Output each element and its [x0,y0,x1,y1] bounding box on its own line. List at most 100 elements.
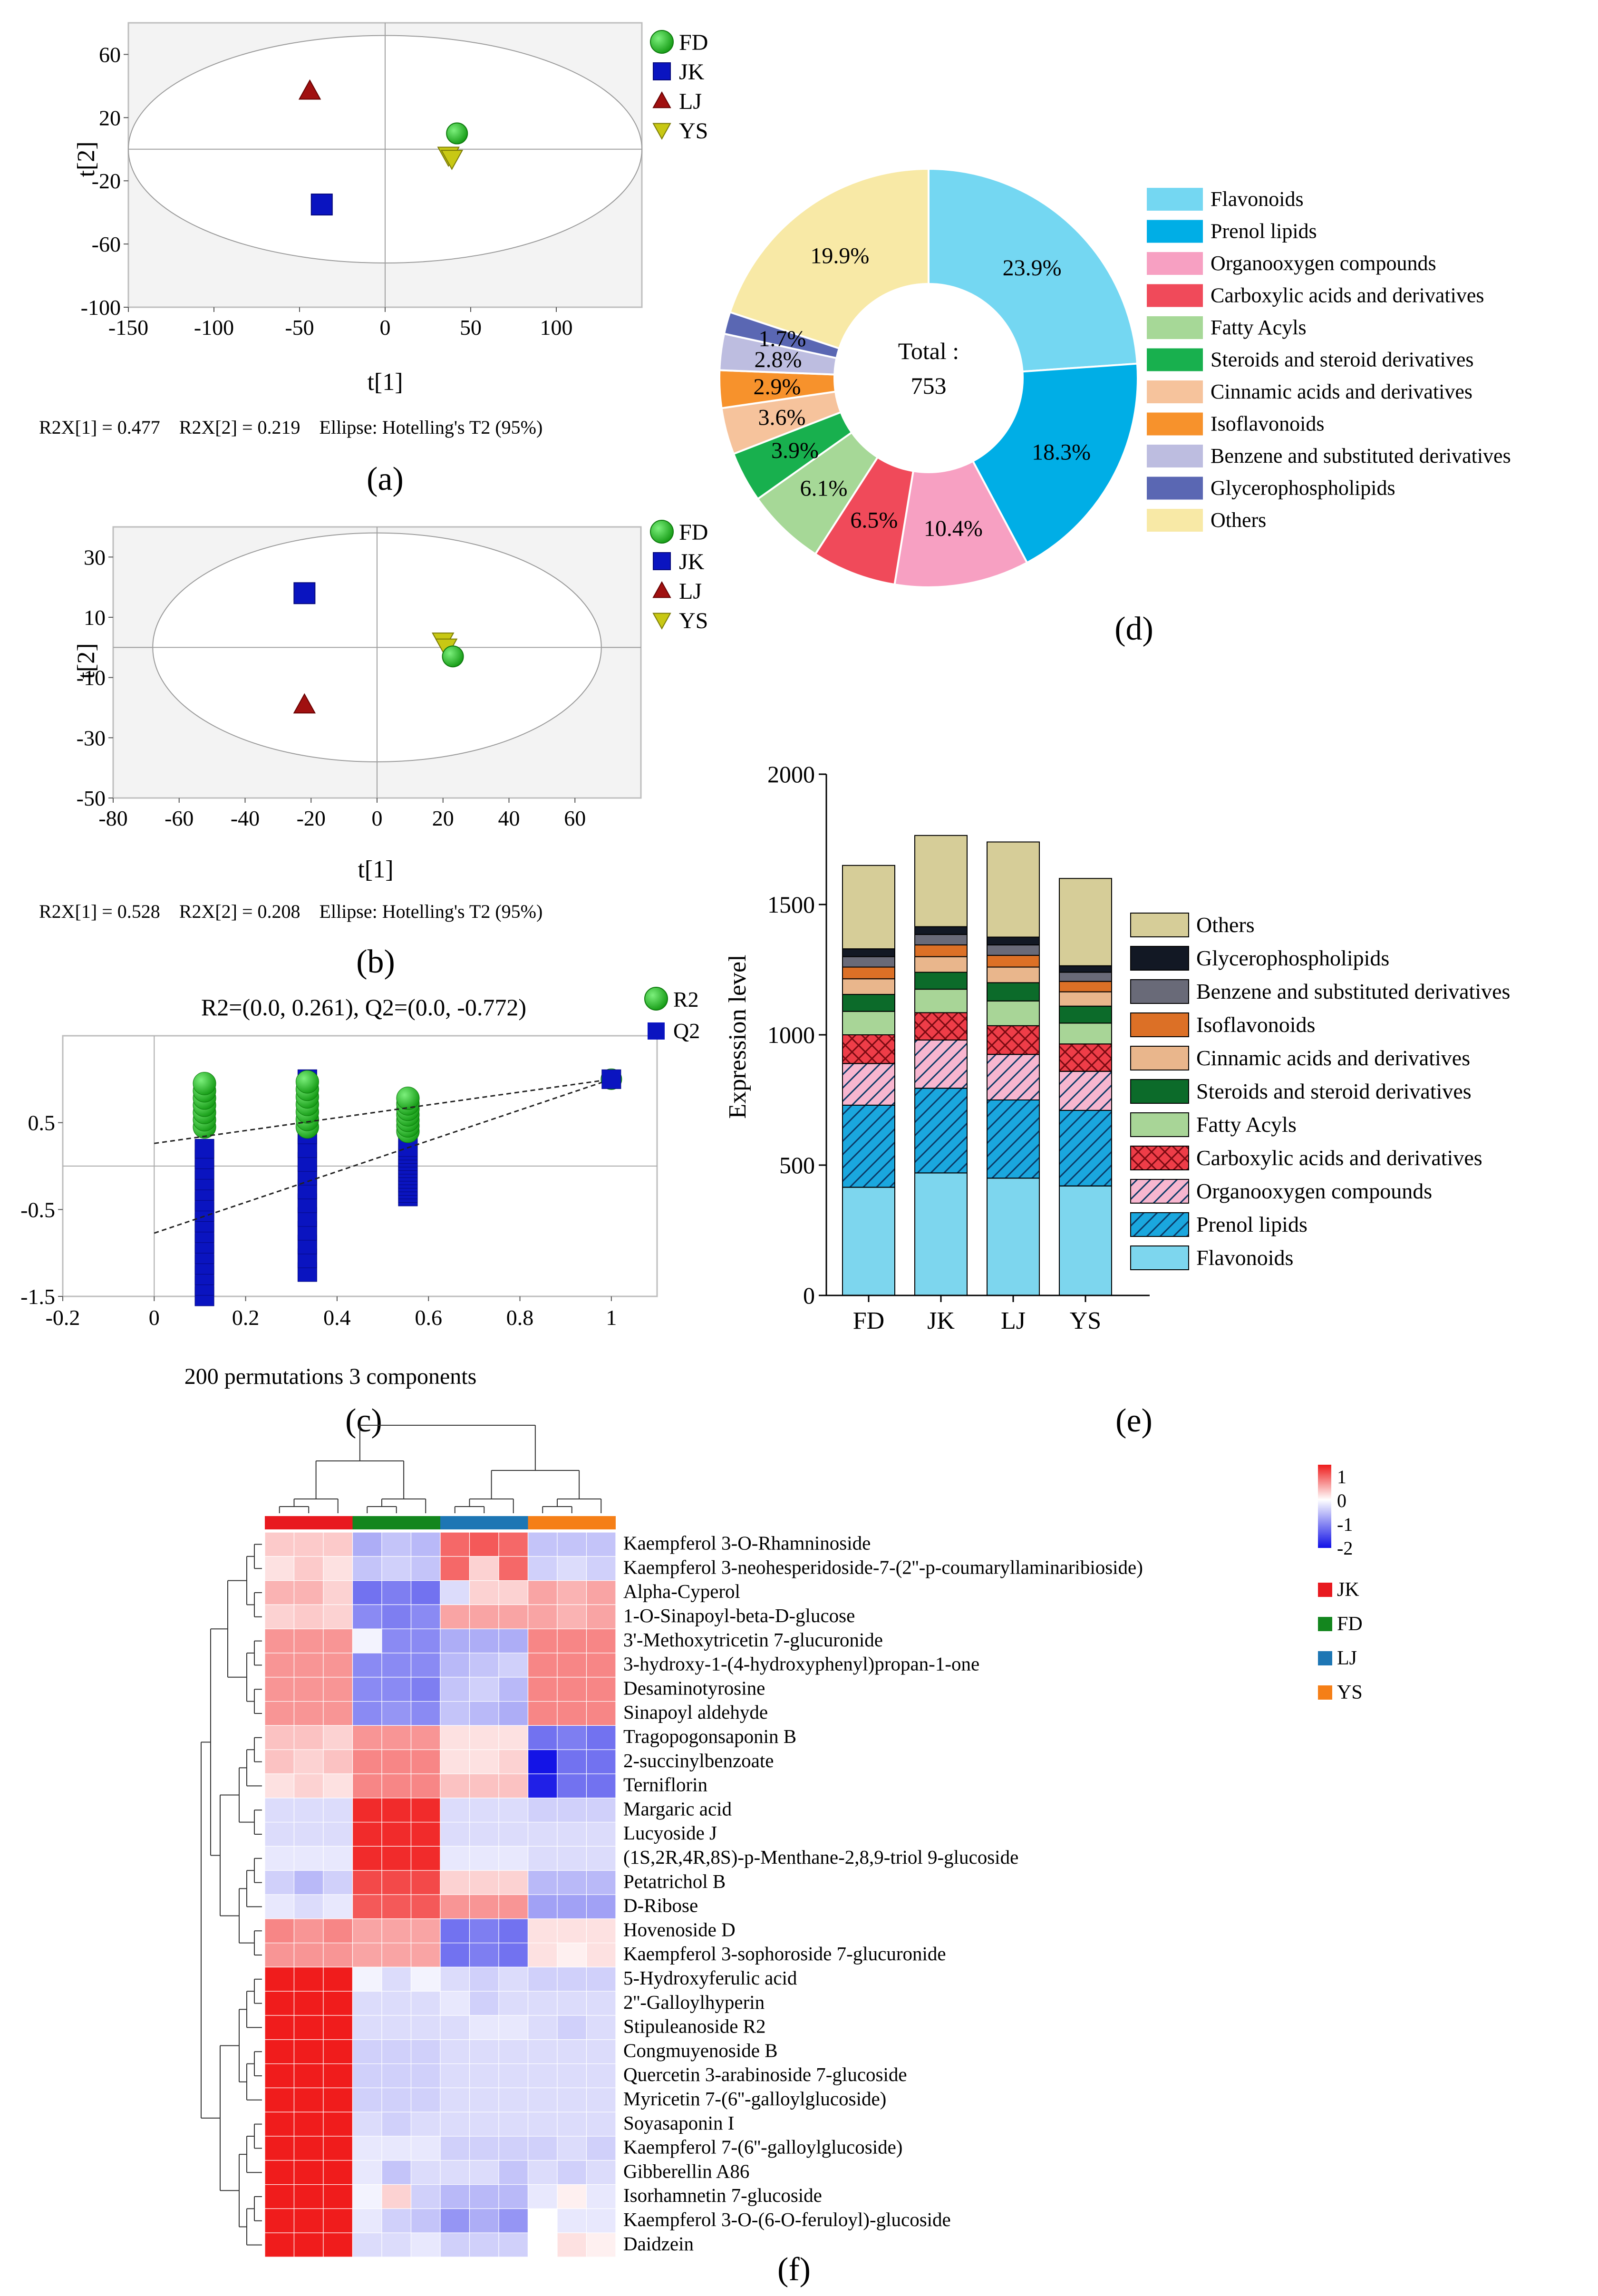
heatmap-cell [586,2087,616,2112]
heatmap-cell [410,1701,441,1726]
heatmap-row-label-28: Kaempferol 3-O-(6-O-feruloyl)-glucoside [623,2208,951,2230]
heatmap-cell [440,1532,470,1557]
heatmap-cell [293,1870,324,1895]
heatmap-cell [381,2160,412,2185]
a-ytick-label: -20 [92,169,121,193]
heatmap-cell [498,1798,529,1823]
heatmap-row-label-5: 3-hydroxy-1-(4-hydroxyphenyl)propan-1-on… [623,1653,979,1675]
heatmap-cell [586,2063,616,2089]
heatmap-cell [557,1749,587,1774]
a-legend-label-ys: YS [679,118,708,144]
bar-legend-label-2: Benzene and substituted derivatives [1196,979,1510,1003]
c-legend-label-q2: Q2 [673,1019,700,1043]
heatmap-cell [381,2184,412,2209]
heatmap-cell [323,1822,353,1847]
b-xtick-label: 20 [432,806,454,830]
donut-slice-1 [971,362,1139,564]
heatmap-cell [586,1677,616,1702]
heatmap-cell [410,1966,441,1992]
bar-fd-seg-0 [842,1187,895,1296]
heatmap-cell [352,2232,382,2257]
panel-d: 23.9%18.3%10.4%6.5%6.1%3.9%3.6%2.9%2.8%1… [718,167,1511,647]
bar-jk-seg-10 [914,835,968,927]
heatmap-cell [586,2136,616,2161]
heatmap-cell [527,1773,558,1799]
heatmap-cell [527,1822,558,1847]
heatmap-cell [323,1798,353,1823]
heatmap-cell [264,2208,295,2233]
heatmap-cell [264,1798,295,1823]
bar-fd-hatch-1 [842,1104,895,1188]
heatmap-cell [352,1556,382,1581]
c-ytick-label: 0.5 [28,1111,56,1135]
plot-b-gridlines [113,527,641,798]
heatmap-cell [323,2184,353,2209]
a-ytick-label: -100 [81,295,121,320]
heatmap-cell [352,2087,382,2112]
heatmap-cell [381,2039,412,2064]
c-ytick-label: -1.5 [20,1284,55,1309]
heatmap-row-label-8: Tragopogonsaponin B [623,1725,796,1747]
heatmap-cell [440,1677,470,1702]
a-legend-marker-ys [652,123,671,140]
heatmap-cell [586,1966,616,1992]
heatmap-cell [557,2015,587,2040]
bar-ys-seg-0 [1059,1185,1112,1296]
donut-slice-0 [928,167,1139,373]
heatmap-legend-label-lj: LJ [1337,1647,1357,1669]
heatmap-cell [527,2063,558,2089]
heatmap-cell [381,2111,412,2137]
c-legend-marker-r2 [644,987,668,1011]
a-point-jk-4 [310,194,333,216]
heatmap-row-dendrogram [201,1544,262,2246]
bar-lj-hatch-3 [987,1025,1040,1055]
b-xtick-label: -80 [98,806,127,830]
heatmap-cell [264,1966,295,1992]
panel-c: R2=(0.0, 0.261), Q2=(0.0, -0.772) -0.2 0 0… [20,987,700,1439]
c-q2-point [194,1138,214,1158]
bar-lj-seg-0 [987,1177,1040,1296]
heatmap-row-label-20: Stipuleanoside R2 [623,2015,766,2037]
donut-legend-swatch-10 [1147,509,1203,532]
heatmap-cell [293,2136,324,2161]
bar-ys-seg-10 [1059,878,1112,966]
heatmap-row-label-1: Kaempferol 3-neohesperidoside-7-(2''-p-c… [623,1556,1143,1578]
bar-ys-seg-9 [1059,965,1112,973]
heatmap-cell [410,2087,441,2112]
heatmap-cell [440,1822,470,1847]
heatmap-cell [469,1846,499,1871]
bar-legend-swatch-3 [1130,1012,1189,1037]
donut-legend-label-9: Glycerophospholipids [1211,477,1395,500]
bar-legend-label-3: Isoflavonoids [1196,1012,1315,1037]
heatmap-cell [469,1677,499,1702]
heatmap-cell [381,1725,412,1750]
heatmap-cell [410,2136,441,2161]
heatmap-cell [527,1701,558,1726]
heatmap-group-bar-ys [528,1516,616,1529]
heatmap-cell [527,2087,558,2112]
heatmap-cell [498,2208,529,2233]
heatmap-cell [410,1725,441,1750]
b-xtick-label: -20 [297,806,326,830]
heatmap-cell [469,1604,499,1629]
c-legend-label-r2: R2 [673,987,699,1012]
heatmap-cell [264,1846,295,1871]
bar-legend-swatch-5 [1130,1079,1189,1104]
donut-legend: Flavonoids Prenol lipids Organooxygen comp… [1147,187,1511,532]
heatmap-cell [293,1918,324,1944]
heatmap-cell [527,1532,558,1557]
plot-a-gridlines [128,23,642,307]
heatmap-cell [440,1749,470,1774]
heatmap-cell [323,1749,353,1774]
heatmap-cell [440,1943,470,1968]
a-xtick-label: -50 [285,315,314,340]
heatmap-group-bar [265,1516,616,1529]
heatmap-cell [410,2111,441,2137]
plot-c-xlabel: 200 permutations 3 components [184,1364,477,1389]
donut-slice-label-7: 2.9% [753,374,801,399]
heatmap-cell [293,1580,324,1605]
a-xtick-label: 50 [460,315,482,340]
heatmap-cell [264,1991,295,2016]
heatmap-cell [586,1991,616,2016]
